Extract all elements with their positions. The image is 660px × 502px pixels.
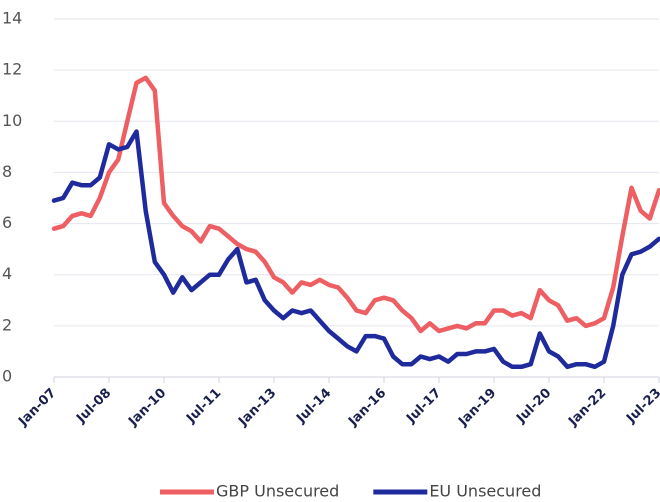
x-tick-label: Jan-22 xyxy=(565,386,609,430)
legend-label: EU Unsecured xyxy=(429,482,541,501)
y-tick-label: 10 xyxy=(2,111,22,130)
x-tick-label: Jul-20 xyxy=(513,386,554,427)
series-line xyxy=(51,129,660,370)
y-tick-label: 14 xyxy=(2,9,22,28)
x-tick-label: Jul-14 xyxy=(293,386,334,427)
x-tick-label: Jul-11 xyxy=(183,386,224,427)
y-tick-label: 2 xyxy=(2,315,12,334)
y-tick-label: 4 xyxy=(2,264,12,283)
x-tick-label: Jan-19 xyxy=(455,386,499,430)
x-tick-label: Jul-23 xyxy=(623,386,660,427)
legend: GBP Unsecured EU Unsecured xyxy=(160,482,541,501)
x-tick-label: Jul-17 xyxy=(403,386,444,427)
x-tick-label: Jan-13 xyxy=(235,386,279,430)
x-tick-label: Jul-08 xyxy=(73,386,114,427)
y-tick-label: 8 xyxy=(2,162,12,181)
y-tick-label: 6 xyxy=(2,213,12,232)
series-line xyxy=(51,75,660,334)
legend-label: GBP Unsecured xyxy=(216,482,339,501)
y-tick-label: 0 xyxy=(2,367,12,386)
x-tick-label: Jan-10 xyxy=(125,386,169,430)
x-tick-label: Jan-07 xyxy=(15,386,59,430)
y-tick-label: 12 xyxy=(2,60,22,79)
x-tick-label: Jan-16 xyxy=(345,386,389,430)
